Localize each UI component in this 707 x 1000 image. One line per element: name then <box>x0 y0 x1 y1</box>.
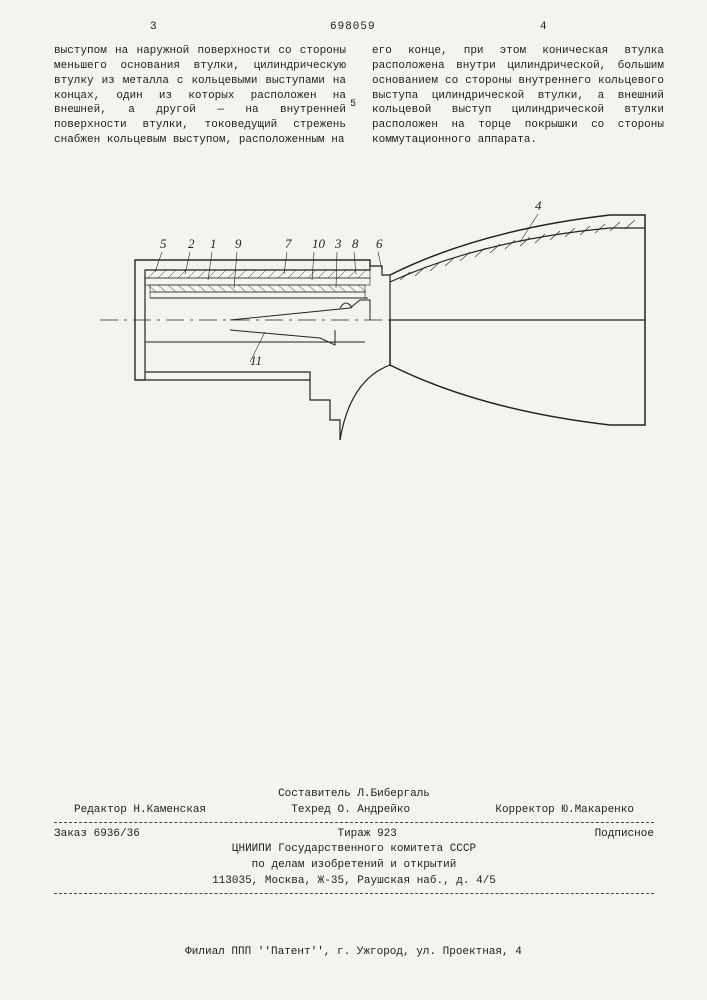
figure-label-1: 1 <box>210 236 217 251</box>
figure-label-6: 6 <box>376 236 383 251</box>
line-number-5: 5 <box>350 98 356 112</box>
figure-label-9: 9 <box>235 236 242 251</box>
editor: Редактор Н.Каменская <box>74 803 206 818</box>
figure-label-5: 5 <box>160 236 167 251</box>
document-number: 698059 <box>330 20 376 35</box>
org-line2: по делам изобретений и открытий <box>54 858 654 873</box>
sign: Подписное <box>595 827 654 842</box>
filial-line: Филиал ППП ''Патент'', г. Ужгород, ул. П… <box>0 945 707 960</box>
figure-label-7: 7 <box>285 236 292 251</box>
figure-label-10: 10 <box>312 236 326 251</box>
figure-label-11: 11 <box>250 353 262 368</box>
technical-figure: 5 21 9 7 10 38 6 4 11 <box>50 200 660 550</box>
figure-label-2: 2 <box>188 236 195 251</box>
text-columns: выступом на наружной поверхности со стор… <box>54 44 664 148</box>
credits-block: Составитель Л.Бибергаль Редактор Н.Камен… <box>54 786 654 898</box>
order-num: Заказ 6936/36 <box>54 827 140 842</box>
figure-label-8: 8 <box>352 236 359 251</box>
techred: Техред О. Андрейко <box>291 803 410 818</box>
org-line1: ЦНИИПИ Государственного комитета СССР <box>54 842 654 857</box>
compiler-line: Составитель Л.Бибергаль <box>54 787 654 802</box>
column-right: его конце, при этом коническая втулка ра… <box>372 44 664 148</box>
corrector: Корректор Ю.Макаренко <box>495 803 634 818</box>
figure-label-4: 4 <box>535 200 542 213</box>
divider-2 <box>54 893 654 894</box>
address: 113035, Москва, Ж-35, Раушская наб., д. … <box>54 874 654 889</box>
page-num-left: 3 <box>150 20 157 35</box>
divider <box>54 822 654 823</box>
tirazh: Тираж 923 <box>337 827 396 842</box>
column-left: выступом на наружной поверхности со стор… <box>54 44 346 148</box>
page-num-right: 4 <box>540 20 547 35</box>
figure-label-3: 3 <box>334 236 342 251</box>
